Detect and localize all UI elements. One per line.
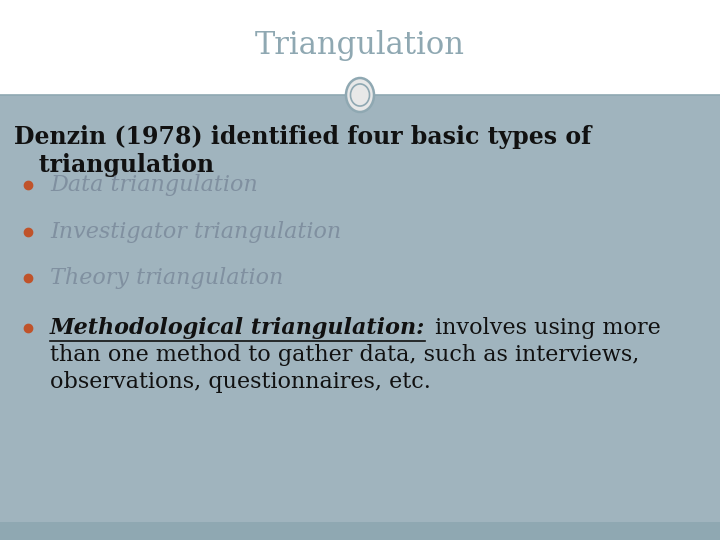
FancyBboxPatch shape <box>0 0 720 95</box>
Ellipse shape <box>346 78 374 112</box>
FancyBboxPatch shape <box>0 522 720 540</box>
FancyBboxPatch shape <box>0 95 720 522</box>
Text: involves using more: involves using more <box>428 317 661 339</box>
Text: Triangulation: Triangulation <box>255 30 465 61</box>
Text: Methodological triangulation:: Methodological triangulation: <box>50 317 426 339</box>
Text: Theory triangulation: Theory triangulation <box>50 267 284 289</box>
Ellipse shape <box>351 84 369 106</box>
Text: than one method to gather data, such as interviews,: than one method to gather data, such as … <box>50 344 639 366</box>
Text: triangulation: triangulation <box>14 153 214 177</box>
Text: Investigator triangulation: Investigator triangulation <box>50 221 341 243</box>
Text: Denzin (1978) identified four basic types of: Denzin (1978) identified four basic type… <box>14 125 591 149</box>
Text: Data triangulation: Data triangulation <box>50 174 258 196</box>
Text: observations, questionnaires, etc.: observations, questionnaires, etc. <box>50 371 431 393</box>
